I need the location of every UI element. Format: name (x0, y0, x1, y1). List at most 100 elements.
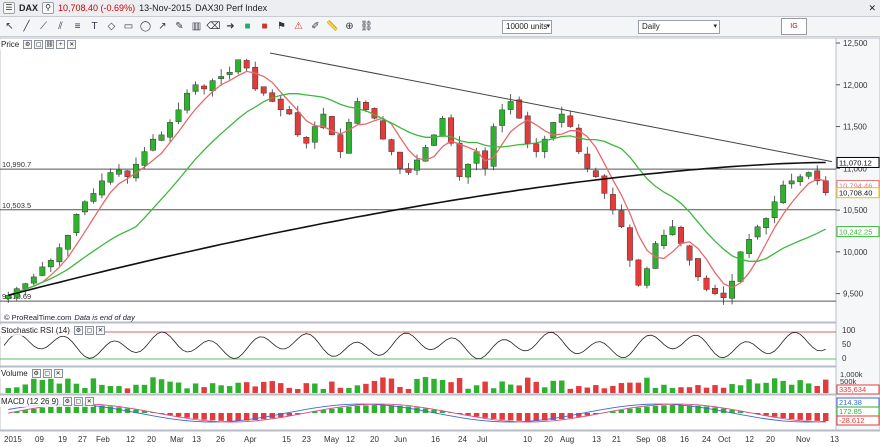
candle (124, 170, 131, 177)
line-icon[interactable]: ╱ (23, 21, 30, 32)
volume-bar (754, 383, 761, 393)
macd-bar (542, 413, 548, 421)
maximize-icon[interactable]: ▢ (84, 326, 94, 335)
close-icon[interactable]: ✕ (84, 397, 94, 406)
volume-bar (431, 378, 437, 393)
x-tick-label: 20 (147, 435, 156, 444)
close-icon[interactable]: ✕ (67, 40, 77, 49)
macd-bar (516, 413, 522, 421)
volume-bar (124, 388, 131, 393)
bin-icon[interactable]: ⌫ (206, 21, 221, 32)
macd-bar (524, 413, 531, 421)
volume-bar (584, 387, 591, 393)
volume-tick-label: 500k (840, 377, 857, 386)
trend-line (269, 52, 833, 163)
macd-bar (380, 405, 386, 413)
ma-black-line (8, 161, 826, 297)
close-icon[interactable]: ✕ (95, 326, 105, 335)
candle (533, 143, 540, 152)
x-tick-label: Feb (96, 435, 110, 444)
link-icon[interactable]: ⛓ (45, 40, 55, 49)
candle (56, 247, 63, 263)
candle (448, 117, 454, 144)
volume-tag-label: 335,634 (839, 385, 866, 394)
volume-bar (192, 383, 199, 393)
maximize-icon[interactable]: ▢ (34, 40, 44, 49)
ma-green-line (8, 93, 826, 296)
candle (277, 98, 284, 111)
drawing-icon[interactable]: ✐ (311, 21, 320, 32)
settings-icon[interactable]: ⚙ (31, 369, 41, 378)
volume-bar (235, 382, 241, 393)
macd-bar (22, 410, 29, 413)
macd-bar (814, 413, 820, 421)
candle (652, 243, 659, 269)
candle (643, 268, 650, 286)
macd-tag-label: 214.38 (839, 398, 862, 407)
trash-icon[interactable]: ▥ (191, 21, 202, 32)
volume-bar (456, 378, 463, 393)
x-tick-label: 16 (431, 435, 440, 444)
candle (5, 295, 12, 299)
sell-icon[interactable]: ■ (261, 21, 268, 32)
settings-icon[interactable]: ⚙ (62, 397, 72, 406)
x-tick-label: 16 (680, 435, 689, 444)
price-tag-box (836, 156, 880, 168)
candle (107, 172, 114, 183)
search-icon[interactable]: ⚲ (42, 2, 55, 14)
close-icon[interactable]: ✕ (868, 3, 876, 13)
macd-bar (65, 405, 71, 413)
fibonacci-icon[interactable]: ≡ (74, 21, 81, 32)
flag-icon[interactable]: ⚑ (277, 21, 286, 32)
shape-icon[interactable]: ◇ (107, 21, 116, 32)
ellipse-icon[interactable]: ◯ (139, 21, 152, 32)
arrow-icon[interactable]: ↗ (158, 21, 167, 32)
candle (81, 201, 88, 213)
right-arrow-icon[interactable]: ➜ (226, 21, 235, 32)
symbol-label: DAX (19, 3, 39, 13)
chart-date: 13-Nov-2015 (139, 3, 192, 13)
close-icon[interactable]: ✕ (53, 369, 63, 378)
macd-bar (260, 413, 267, 420)
units-select[interactable]: 10000 units ▾ (502, 20, 552, 34)
volume-bar (278, 383, 284, 393)
macd-bar (644, 406, 650, 413)
ruler-icon[interactable]: 📏 (326, 21, 339, 32)
macd-bar (354, 405, 361, 413)
macd-bar (610, 411, 616, 413)
menu-icon[interactable]: ☰ (3, 2, 15, 14)
maximize-icon[interactable]: ▢ (42, 369, 52, 378)
volume-bar (320, 388, 327, 393)
period-select[interactable]: Daily ▾ (638, 20, 720, 34)
macd-bar (388, 405, 395, 413)
channel-icon[interactable]: ⫽ (58, 21, 63, 32)
volume-bar (201, 387, 207, 393)
ray-icon[interactable]: ⟋ (40, 21, 47, 32)
add-icon[interactable]: + (56, 40, 66, 49)
settings-icon[interactable]: ⚙ (73, 326, 83, 335)
rectangle-icon[interactable]: ▭ (123, 21, 134, 32)
buy-icon[interactable]: ■ (244, 21, 251, 32)
volume-bar (618, 383, 625, 393)
volume-bar (397, 386, 403, 393)
volume-bar (141, 384, 148, 393)
volume-bar (99, 384, 105, 393)
x-tick-label: 24 (458, 435, 467, 444)
x-tick-label: 21 (612, 435, 621, 444)
candle (635, 259, 642, 286)
macd-bar (618, 409, 625, 413)
candle (158, 134, 165, 141)
settings-icon[interactable]: ⚙ (23, 40, 33, 49)
x-tick-label: 26 (216, 435, 225, 444)
volume-bar (73, 383, 80, 393)
volume-bar (5, 387, 11, 393)
maximize-icon[interactable]: ▢ (73, 397, 83, 406)
pen-icon[interactable]: ✎ (175, 21, 184, 32)
text-icon[interactable]: T (91, 21, 98, 32)
zoom-icon[interactable]: ⊕ (345, 21, 354, 32)
stoch-tick-label: 0 (842, 354, 847, 363)
alert-icon[interactable]: ⚠ (294, 21, 303, 32)
link-icon[interactable]: ⛓ (360, 21, 373, 32)
pointer-icon[interactable]: ↖ (5, 21, 14, 32)
